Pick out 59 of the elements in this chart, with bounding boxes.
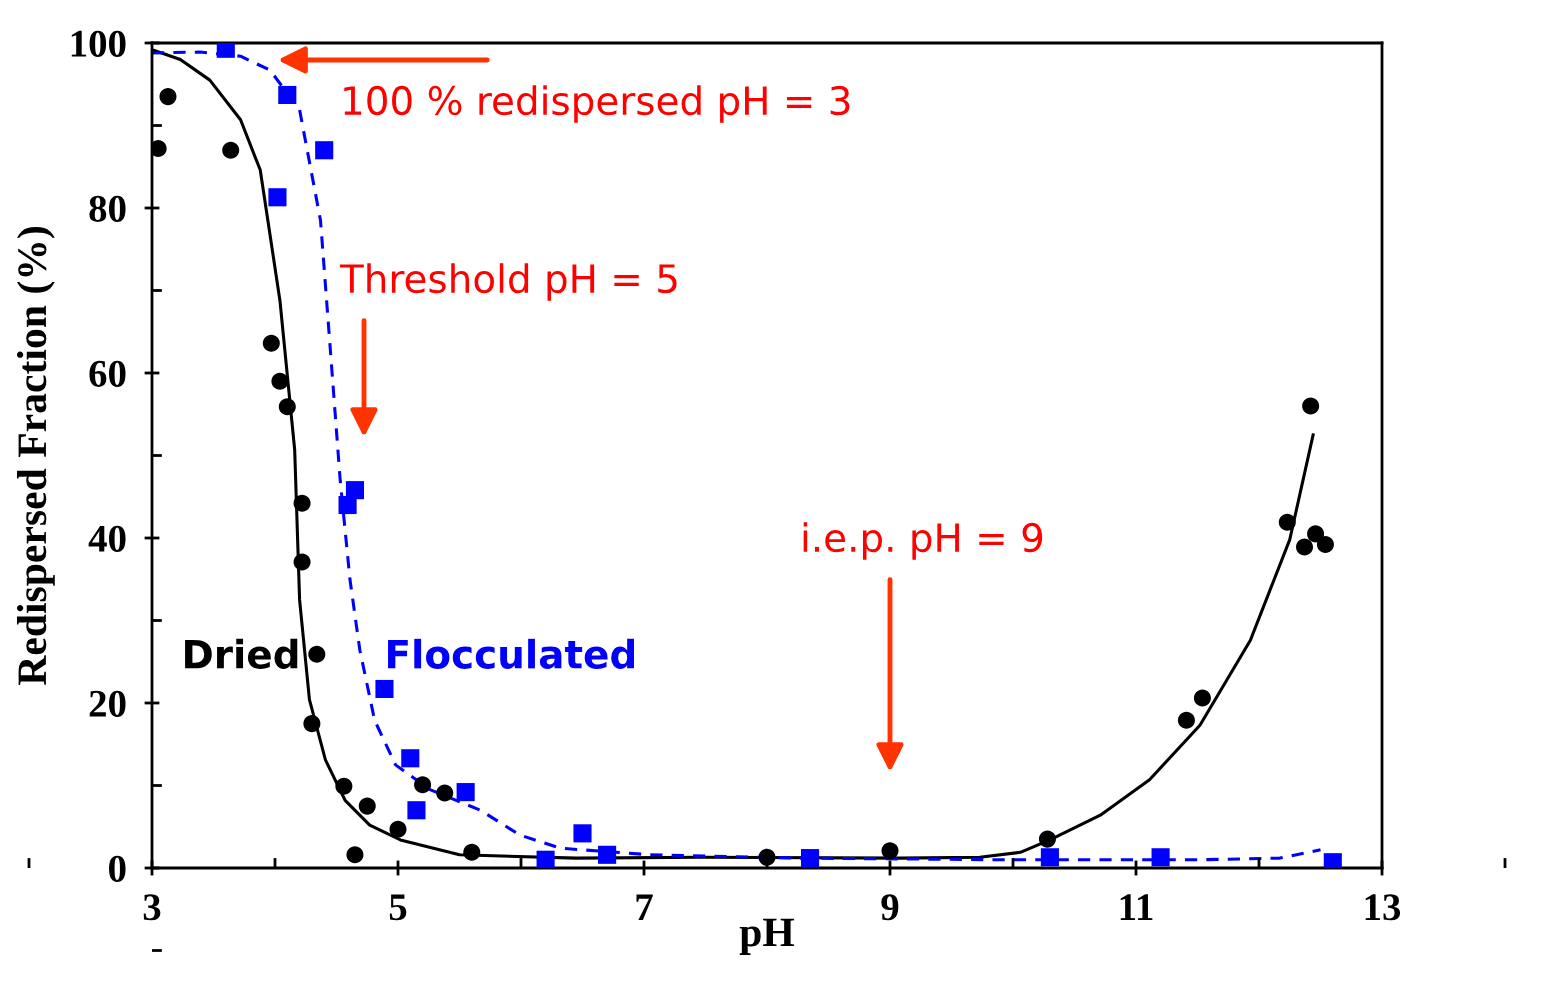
point xyxy=(375,679,394,699)
series-label: Dried xyxy=(185,638,298,669)
point xyxy=(456,783,475,802)
point xyxy=(1177,711,1195,729)
point xyxy=(315,141,334,160)
point xyxy=(159,88,177,106)
point xyxy=(268,188,287,207)
point xyxy=(271,372,289,390)
point xyxy=(1278,513,1296,531)
point xyxy=(463,843,481,861)
annotation: Threshold pH = 5 xyxy=(339,263,677,301)
y-tick-label: 20 xyxy=(89,690,126,717)
point xyxy=(278,398,296,416)
point xyxy=(573,824,592,843)
point xyxy=(1316,536,1334,554)
x-axis-title: pH xyxy=(739,918,795,955)
point xyxy=(1302,397,1320,415)
point xyxy=(222,141,240,159)
point xyxy=(1296,538,1314,556)
annotation: 100 % redispersed pH = 3 xyxy=(344,85,850,123)
point xyxy=(278,85,297,105)
point xyxy=(881,842,899,860)
point xyxy=(414,776,432,794)
x-tick-label: 5 xyxy=(389,894,407,921)
point xyxy=(1193,689,1211,707)
y-tick-label: 60 xyxy=(89,360,126,387)
point xyxy=(598,845,617,864)
point xyxy=(389,820,407,838)
point xyxy=(1151,848,1170,867)
point xyxy=(346,846,364,864)
point xyxy=(303,715,321,733)
point xyxy=(262,334,280,352)
point xyxy=(293,494,311,512)
annotation: i.e.p. pH = 9 xyxy=(803,522,1043,560)
point xyxy=(345,481,364,500)
x-tick-label: 3 xyxy=(143,894,161,921)
point xyxy=(358,797,376,815)
point xyxy=(1038,830,1056,848)
point xyxy=(293,553,311,571)
x-tick-label: 9 xyxy=(881,894,899,921)
x-tick-label: 11 xyxy=(1120,894,1153,920)
point xyxy=(407,801,426,820)
x-tick-label: 7 xyxy=(636,894,653,920)
point xyxy=(335,777,353,795)
point xyxy=(401,749,420,768)
x-tick-label: 13 xyxy=(1365,894,1401,921)
series-label: Flocculated xyxy=(388,638,634,669)
y-tick-label: 80 xyxy=(89,195,126,222)
point xyxy=(758,848,776,866)
y-tick-label: 0 xyxy=(109,855,126,882)
point xyxy=(801,849,820,868)
point xyxy=(436,784,454,802)
point xyxy=(536,850,555,868)
point xyxy=(1307,525,1325,543)
y-axis-title: Redispersed Fraction (%) xyxy=(16,227,55,686)
y-tick-label: 100 xyxy=(71,30,126,57)
point xyxy=(1040,848,1059,867)
y-tick-label: 40 xyxy=(88,525,126,552)
point xyxy=(308,645,326,663)
